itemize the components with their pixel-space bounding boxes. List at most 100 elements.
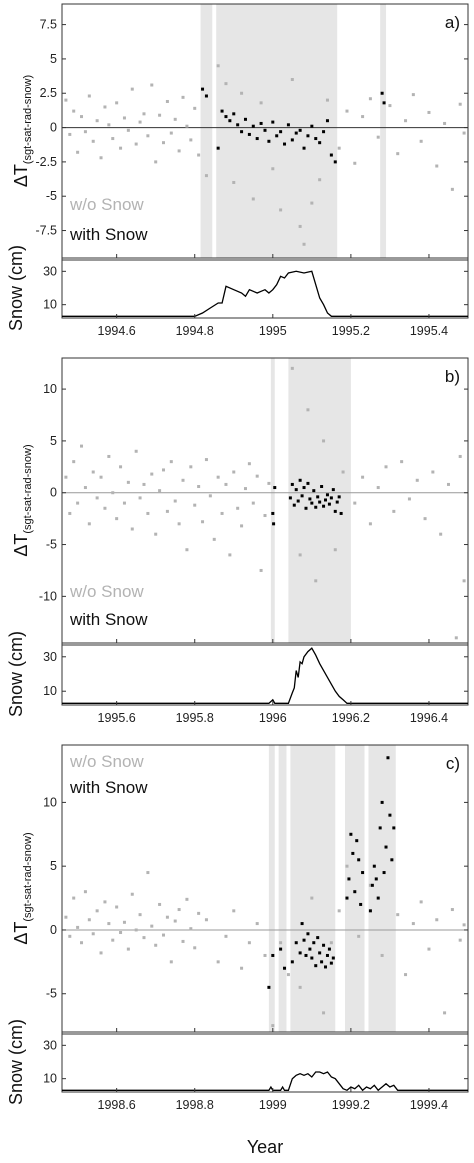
data-point-without-snow bbox=[286, 973, 290, 977]
data-point-without-snow bbox=[119, 465, 123, 469]
data-point-with-snow bbox=[331, 488, 335, 492]
y-tick-label: -10 bbox=[39, 589, 57, 603]
snow-period-shade bbox=[268, 745, 275, 1032]
x-tick-label: 1994.6 bbox=[98, 324, 136, 338]
data-point-without-snow bbox=[318, 178, 322, 182]
data-point-without-snow bbox=[91, 932, 95, 936]
data-point-with-snow bbox=[294, 488, 298, 492]
data-point-without-snow bbox=[255, 474, 259, 478]
data-point-without-snow bbox=[185, 548, 189, 552]
data-point-with-snow bbox=[345, 896, 349, 900]
data-point-with-snow bbox=[259, 121, 263, 125]
data-point-without-snow bbox=[392, 509, 396, 513]
data-point-without-snow bbox=[162, 468, 165, 472]
data-point-with-snow bbox=[316, 495, 320, 499]
data-point-without-snow bbox=[325, 98, 329, 102]
data-point-without-snow bbox=[443, 1011, 447, 1015]
data-point-without-snow bbox=[146, 134, 150, 138]
x-axis-label: Year bbox=[247, 1137, 283, 1157]
data-point-with-snow bbox=[322, 943, 326, 947]
data-point-with-snow bbox=[333, 160, 337, 164]
snow-y-axis-label: Snow (cm) bbox=[6, 631, 26, 717]
data-point-without-snow bbox=[415, 478, 419, 482]
data-point-with-snow bbox=[324, 965, 328, 969]
data-point-without-snow bbox=[337, 146, 341, 150]
data-point-without-snow bbox=[396, 152, 400, 156]
data-point-without-snow bbox=[99, 475, 103, 479]
data-point-without-snow bbox=[119, 931, 123, 935]
data-point-with-snow bbox=[243, 117, 247, 121]
y-tick-label: 0 bbox=[50, 923, 57, 937]
data-point-without-snow bbox=[130, 527, 134, 531]
snow-period-shade bbox=[380, 4, 387, 258]
data-point-without-snow bbox=[197, 153, 201, 157]
data-point-without-snow bbox=[87, 522, 91, 526]
data-point-with-snow bbox=[201, 87, 205, 91]
data-point-with-snow bbox=[290, 960, 294, 964]
data-point-without-snow bbox=[458, 454, 462, 458]
snow-depth-line bbox=[62, 647, 468, 704]
data-point-without-snow bbox=[193, 503, 197, 507]
data-point-without-snow bbox=[189, 138, 193, 142]
x-tick-label: 1999 bbox=[259, 1098, 287, 1112]
data-point-without-snow bbox=[411, 922, 415, 926]
data-point-without-snow bbox=[95, 909, 99, 913]
data-point-with-snow bbox=[271, 120, 275, 124]
data-point-without-snow bbox=[384, 465, 388, 469]
data-point-with-snow bbox=[324, 498, 328, 502]
x-tick-label: 1996.2 bbox=[332, 711, 370, 725]
data-point-without-snow bbox=[240, 91, 244, 95]
data-point-without-snow bbox=[322, 1011, 326, 1015]
data-point-with-snow bbox=[298, 951, 302, 955]
snow-plot-frame bbox=[61, 642, 469, 706]
data-point-with-snow bbox=[304, 506, 308, 510]
snow-plot-frame bbox=[61, 257, 469, 319]
data-point-without-snow bbox=[443, 121, 447, 125]
data-point-without-snow bbox=[361, 115, 365, 119]
snow-y-tick-label: 30 bbox=[43, 264, 57, 278]
data-point-without-snow bbox=[462, 579, 466, 583]
data-point-without-snow bbox=[83, 890, 87, 894]
data-point-without-snow bbox=[146, 511, 150, 515]
data-point-with-snow bbox=[318, 141, 322, 145]
data-point-with-snow bbox=[294, 941, 298, 945]
panel-label: a) bbox=[445, 13, 460, 32]
data-point-with-snow bbox=[224, 115, 228, 119]
data-point-with-snow bbox=[386, 756, 390, 760]
data-point-without-snow bbox=[162, 933, 165, 937]
data-point-without-snow bbox=[173, 919, 177, 923]
data-point-with-snow bbox=[322, 504, 326, 508]
data-point-without-snow bbox=[138, 496, 142, 500]
x-tick-label: 1995.2 bbox=[332, 324, 370, 338]
y-tick-label: -5 bbox=[46, 987, 57, 1001]
data-point-without-snow bbox=[154, 532, 158, 536]
data-point-without-snow bbox=[279, 941, 283, 945]
data-point-without-snow bbox=[419, 900, 423, 904]
data-point-with-snow bbox=[325, 953, 329, 957]
data-point-with-snow bbox=[292, 503, 296, 507]
data-point-without-snow bbox=[72, 460, 76, 464]
data-point-with-snow bbox=[271, 511, 275, 515]
data-point-with-snow bbox=[372, 864, 376, 868]
data-point-with-snow bbox=[314, 964, 318, 968]
data-point-without-snow bbox=[173, 117, 177, 121]
data-point-with-snow bbox=[232, 112, 236, 116]
data-point-without-snow bbox=[134, 928, 138, 932]
snow-period-shade bbox=[270, 358, 275, 643]
data-point-without-snow bbox=[91, 470, 95, 474]
data-point-without-snow bbox=[208, 494, 212, 498]
data-point-without-snow bbox=[204, 458, 208, 462]
snow-period-shade bbox=[216, 4, 338, 258]
data-point-without-snow bbox=[130, 892, 134, 896]
data-point-without-snow bbox=[158, 902, 162, 906]
y-tick-label: 5 bbox=[50, 434, 57, 448]
data-point-with-snow bbox=[361, 871, 365, 875]
data-point-without-snow bbox=[169, 131, 173, 135]
snow-y-axis-label: Snow (cm) bbox=[6, 1019, 26, 1105]
data-point-without-snow bbox=[458, 102, 462, 106]
data-point-with-snow bbox=[204, 94, 208, 98]
data-point-without-snow bbox=[150, 472, 154, 476]
data-point-without-snow bbox=[197, 485, 201, 489]
data-point-with-snow bbox=[329, 961, 333, 965]
